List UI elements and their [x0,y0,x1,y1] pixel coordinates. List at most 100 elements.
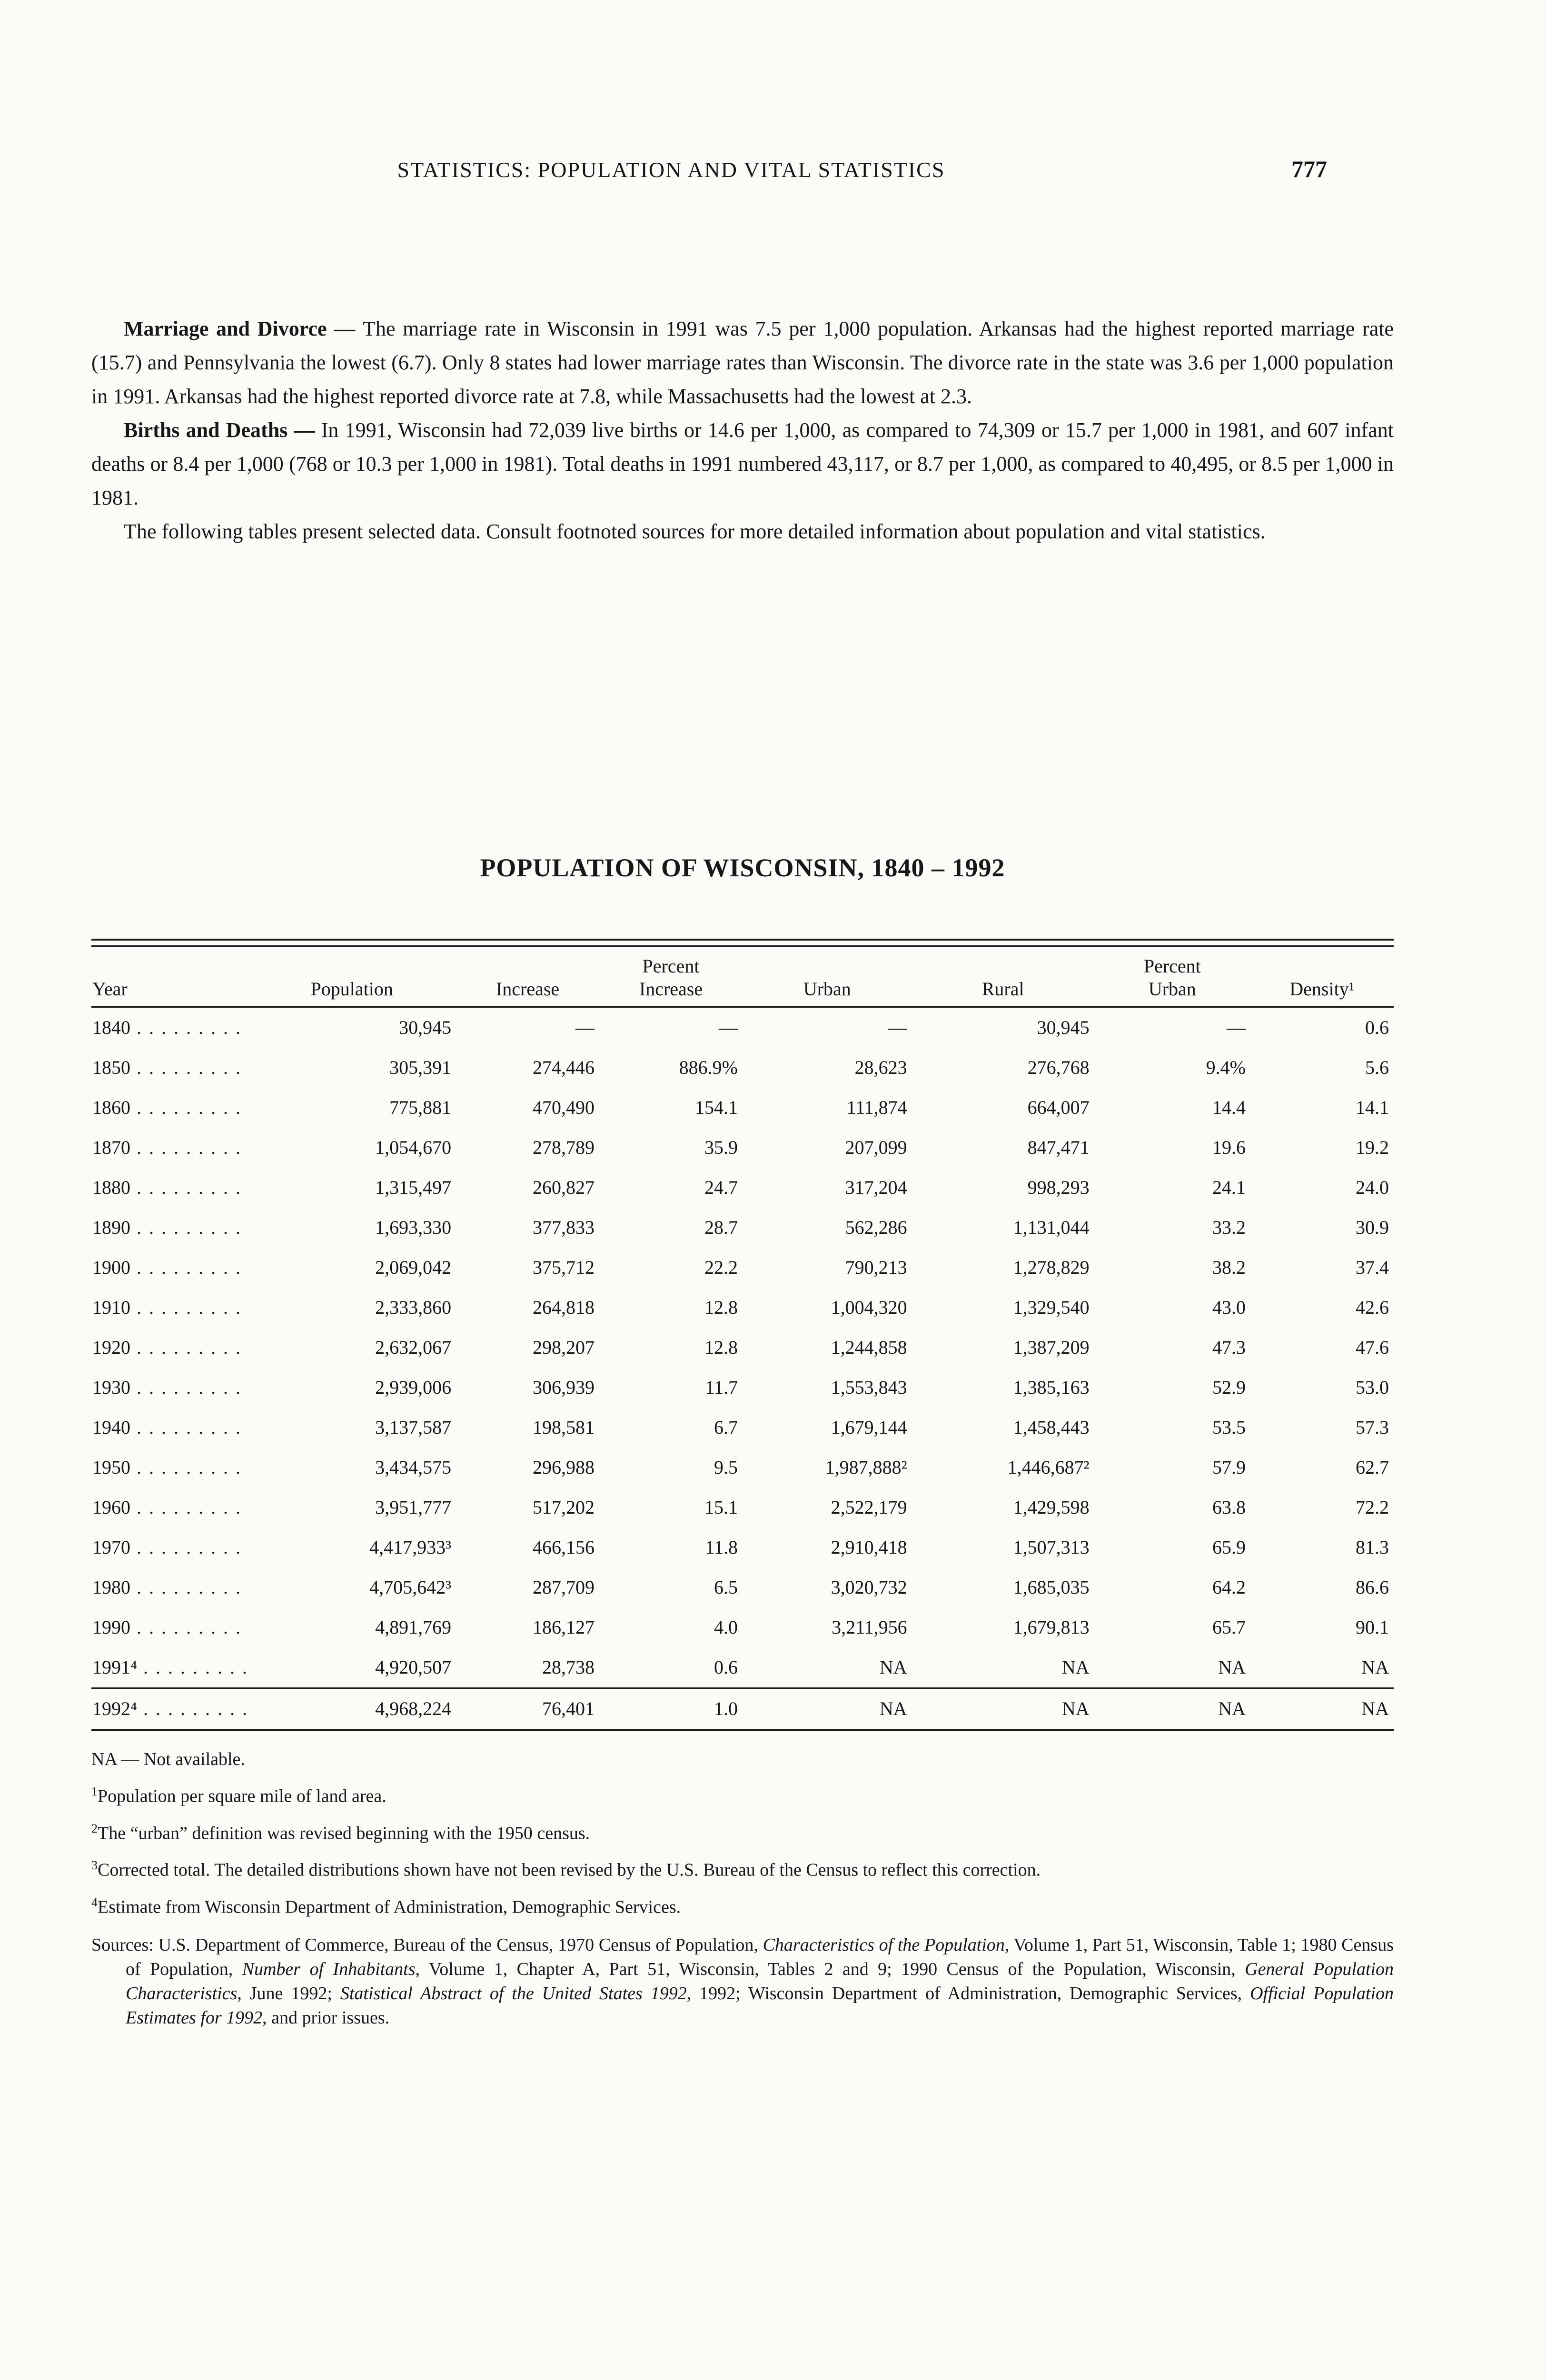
footnote: 3Corrected total. The detailed distribut… [91,1853,1394,1883]
value-cell: 198,581 [533,1417,595,1438]
value-cell: 57.3 [1356,1417,1389,1438]
value-cell: 0.6 [1365,1017,1389,1038]
value-cell: 1,507,313 [1013,1537,1090,1558]
value-cell: 1,553,843 [831,1377,907,1398]
value-cell: 2,939,006 [375,1377,452,1398]
value-cell: 81.3 [1356,1537,1389,1558]
value-cell: 4,417,933³ [369,1537,452,1558]
value-cell: 296,988 [533,1457,595,1478]
year-cell: 1990 [91,1607,248,1647]
value-cell: 11.7 [705,1377,738,1398]
footnote-text: NA — Not available. [91,1749,245,1769]
value-cell: 2,333,860 [375,1297,452,1318]
column-header: Year [91,947,248,1008]
value-cell: NA [742,1687,912,1730]
paragraph-marriage-divorce: Marriage and Divorce — The marriage rate… [91,312,1394,413]
value-cell: 64.2 [1212,1577,1246,1598]
value-cell: 3,434,575 [375,1457,452,1478]
value-cell: 14.4 [1212,1097,1246,1118]
value-cell: 86.6 [1356,1577,1389,1598]
running-head: STATISTICS: POPULATION AND VITAL STATIST… [91,156,1394,190]
value-cell: 47.3 [1212,1337,1246,1358]
value-cell: 186,127 [533,1616,595,1638]
source-title-italic: Characteristics of the Population [763,1934,1005,1955]
value-cell: 1,385,163 [1013,1377,1090,1398]
table-row: 1940 3,137,587 198,581 6.7 1,679,144 1,458,44… [91,1408,1394,1448]
value-cell: 1,693,330 [375,1217,452,1238]
footnote: 1Population per square mile of land area… [91,1779,1394,1809]
value-cell: 52.9 [1212,1377,1246,1398]
value-cell: 9.4% [1206,1057,1246,1078]
value-cell: NA [1250,1687,1394,1730]
value-cell: 790,213 [845,1257,907,1278]
year-cell: 1870 [91,1128,248,1168]
value-cell: 19.2 [1356,1137,1389,1158]
value-cell: 5.6 [1365,1057,1389,1078]
table-row: 1980 4,705,642³ 287,709 6.5 3,020,732 1,685,0… [91,1567,1394,1607]
value-cell: 19.6 [1212,1137,1246,1158]
source-text: , 1992; Wisconsin Department of Administ… [686,1983,1250,2003]
year-cell: 1890 [91,1208,248,1248]
value-cell: 28.7 [704,1217,738,1238]
paragraph-text: The following tables present selected da… [124,520,1266,543]
value-cell: 30,945 [399,1017,452,1038]
value-cell: 28,738 [542,1656,595,1678]
value-cell: 15.1 [704,1497,738,1518]
population-table: Year Population Increase Percent Increase Urb… [91,947,1394,1731]
paragraph-lead: Births and Deaths — [124,418,321,442]
table-row: 1991⁴ 4,920,507 28,738 0.6 NA NA NA NA [91,1647,1394,1688]
value-cell: 3,020,732 [831,1577,907,1598]
value-cell: 24.7 [704,1177,738,1198]
column-header: Population [248,947,456,1008]
footnote-marker: 3 [91,1858,98,1873]
column-header: Increase [456,947,600,1008]
value-cell: 276,768 [1027,1057,1090,1078]
value-cell: NA [1218,1656,1246,1678]
paragraph-text: In 1991, Wisconsin had 72,039 live birth… [91,418,1394,509]
value-cell: 375,712 [533,1257,595,1278]
year-cell: 1940 [91,1408,248,1448]
value-cell: 1.0 [599,1687,743,1730]
footnotes: NA — Not available. 1Population per squar… [91,1747,1394,1920]
source-text: , June 1992; [237,1983,340,2003]
footnote: 4Estimate from Wisconsin Department of A… [91,1890,1394,1920]
value-cell: 2,069,042 [375,1257,452,1278]
footnote-text: Estimate from Wisconsin Department of Ad… [98,1897,681,1917]
value-cell: 470,490 [533,1097,595,1118]
source-title-italic: Statistical Abstract of the United State… [340,1983,687,2003]
value-cell: 1,429,598 [1013,1497,1090,1518]
year-cell: 1880 [91,1168,248,1208]
year-cell: 1860 [91,1088,248,1128]
value-cell: 47.6 [1356,1337,1389,1358]
column-header: Density¹ [1250,947,1394,1008]
value-cell: 278,789 [533,1137,595,1158]
value-cell: 998,293 [1027,1177,1090,1198]
paragraph-births-deaths: Births and Deaths — In 1991, Wisconsin h… [91,413,1394,515]
table-row: 1960 3,951,777 517,202 15.1 2,522,179 1,429,5… [91,1488,1394,1527]
footnote-text: Population per square mile of land area. [98,1786,386,1806]
value-cell: 4,705,642³ [369,1577,452,1598]
body-text: Marriage and Divorce — The marriage rate… [91,312,1394,548]
column-header: Percent Urban [1094,947,1250,1008]
value-cell: 562,286 [845,1217,907,1238]
footnote-text: The “urban” definition was revised begin… [98,1823,590,1844]
value-cell: 4,891,769 [375,1616,452,1638]
value-cell: 886.9% [679,1057,738,1078]
value-cell: 76,401 [456,1687,600,1730]
value-cell: 42.6 [1356,1297,1389,1318]
year-cell: 1850 [91,1048,248,1088]
footnote-text: Corrected total. The detailed distributi… [98,1860,1041,1880]
value-cell: 287,709 [533,1577,595,1598]
value-cell: 466,156 [533,1537,595,1558]
value-cell: 1,679,144 [831,1417,907,1438]
page-title: STATISTICS: POPULATION AND VITAL STATIST… [397,158,945,182]
table-row: 1880 1,315,497 260,827 24.7 317,204 998,293 24… [91,1168,1394,1208]
value-cell: 37.4 [1356,1257,1389,1278]
source-title-italic: Official Population Estimates for 1992 [126,1983,1394,2028]
value-cell: 1,244,858 [831,1337,907,1358]
value-cell: 775,881 [389,1097,452,1118]
year-cell: 1970 [91,1527,248,1567]
footnote-marker: 2 [91,1821,98,1835]
value-cell: 6.7 [714,1417,738,1438]
